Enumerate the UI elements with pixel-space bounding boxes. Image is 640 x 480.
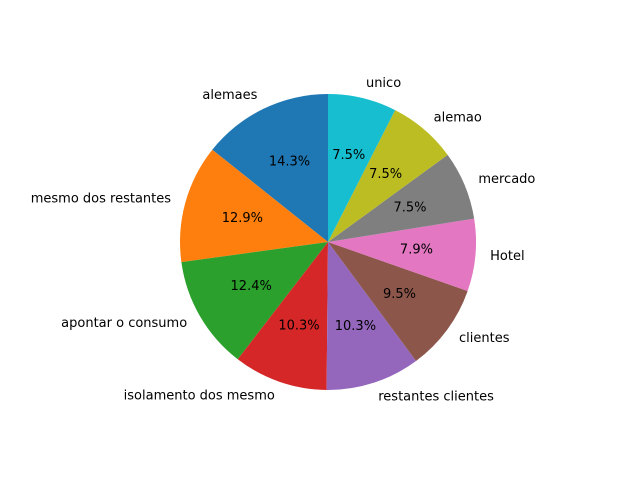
- percent-label-8: 7.5%: [393, 200, 426, 215]
- pie-slice-7: [328, 218, 476, 291]
- slice-label-6: clientes: [459, 331, 510, 346]
- percent-label-3: 12.4%: [231, 279, 272, 294]
- percent-label-1: 14.3%: [269, 154, 310, 169]
- slice-label-4: isolamento dos mesmo: [124, 388, 275, 403]
- category-labels: alemaes mesmo dos restantes apontar o cons…: [31, 76, 536, 404]
- percent-label-5: 10.3%: [335, 319, 376, 334]
- percent-labels: 14.3% 12.9% 12.4% 10.3% 10.3% 9.5% 7.9% 7.5% 7.5…: [222, 148, 433, 334]
- slice-label-2: mesmo dos restantes: [31, 191, 172, 206]
- pie-slice-1: [212, 94, 328, 242]
- pie-slice-5: [326, 242, 417, 390]
- percent-label-10: 7.5%: [332, 148, 365, 163]
- slice-label-5: restantes clientes: [378, 389, 494, 404]
- pie-slice-6: [328, 242, 468, 361]
- slice-label-1: alemaes: [202, 88, 257, 103]
- pie-slice-8: [328, 154, 475, 242]
- percent-label-9: 7.5%: [369, 167, 402, 182]
- slice-label-8: mercado: [478, 172, 535, 187]
- slice-label-9: alemao: [434, 111, 482, 126]
- slice-label-3: apontar o consumo: [61, 316, 187, 331]
- pie-slice-3: [181, 242, 328, 360]
- percent-label-4: 10.3%: [278, 318, 319, 333]
- slice-label-7: Hotel: [490, 249, 524, 264]
- pie-slice-10: [328, 94, 396, 242]
- slice-label-10: unico: [366, 76, 401, 91]
- percent-label-6: 9.5%: [383, 287, 416, 302]
- pie-slices: [180, 94, 476, 390]
- pie-slice-9: [328, 110, 448, 242]
- pie-slice-2: [180, 149, 328, 263]
- percent-label-2: 12.9%: [222, 211, 263, 226]
- pie-slice-4: [237, 242, 328, 390]
- percent-label-7: 7.9%: [400, 242, 433, 257]
